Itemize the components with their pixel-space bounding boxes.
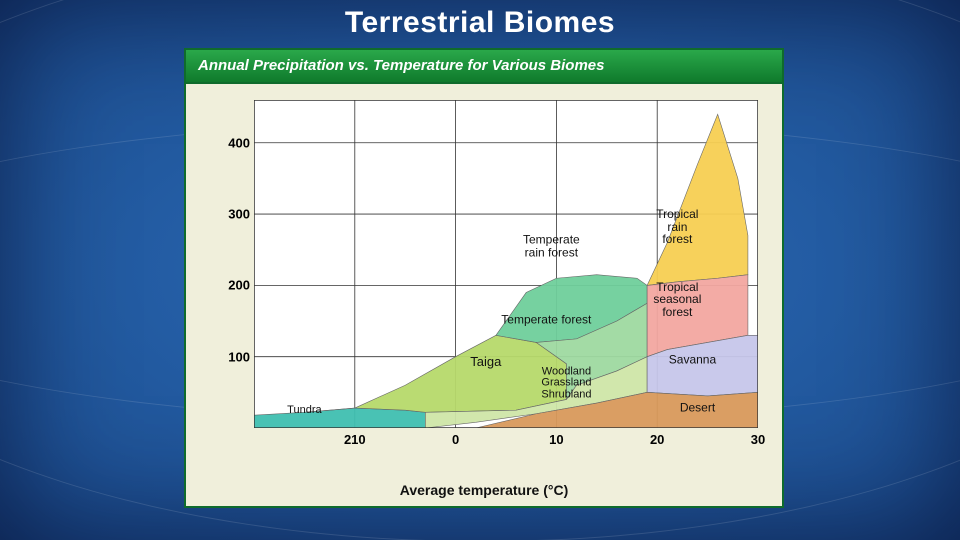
biome-label: Temperate forest: [501, 313, 591, 326]
x-tick: 20: [650, 432, 664, 447]
biome-label: Woodland Grassland Shrubland: [541, 366, 591, 401]
y-tick: 400: [228, 135, 250, 150]
x-tick: 210: [344, 432, 366, 447]
y-tick: 200: [228, 278, 250, 293]
biome-label: Temperate rain forest: [523, 234, 580, 259]
x-tick: 0: [452, 432, 459, 447]
biome-label: Tropical rain forest: [656, 208, 698, 246]
chart-card: Annual Precipitation vs. Temperature for…: [184, 48, 784, 508]
biome-label: Taiga: [470, 356, 501, 370]
biome-label: Tropical seasonal forest: [653, 281, 701, 319]
chart-header: Annual Precipitation vs. Temperature for…: [186, 50, 782, 84]
x-axis-label: Average temperature (°C): [186, 482, 782, 498]
biome-label: Tundra: [287, 405, 321, 417]
slide-title: Terrestrial Biomes: [0, 6, 960, 40]
y-tick: 300: [228, 207, 250, 222]
biome-label: Savanna: [669, 353, 716, 366]
plot-area: 1002003004002100102030TundraTaigaTempera…: [254, 100, 758, 428]
biome-label: Desert: [680, 402, 715, 415]
x-tick: 30: [751, 432, 765, 447]
x-tick: 10: [549, 432, 563, 447]
slide: Terrestrial Biomes Annual Precipitation …: [0, 0, 960, 540]
biome-chart-svg: [254, 100, 758, 428]
y-tick: 100: [228, 349, 250, 364]
